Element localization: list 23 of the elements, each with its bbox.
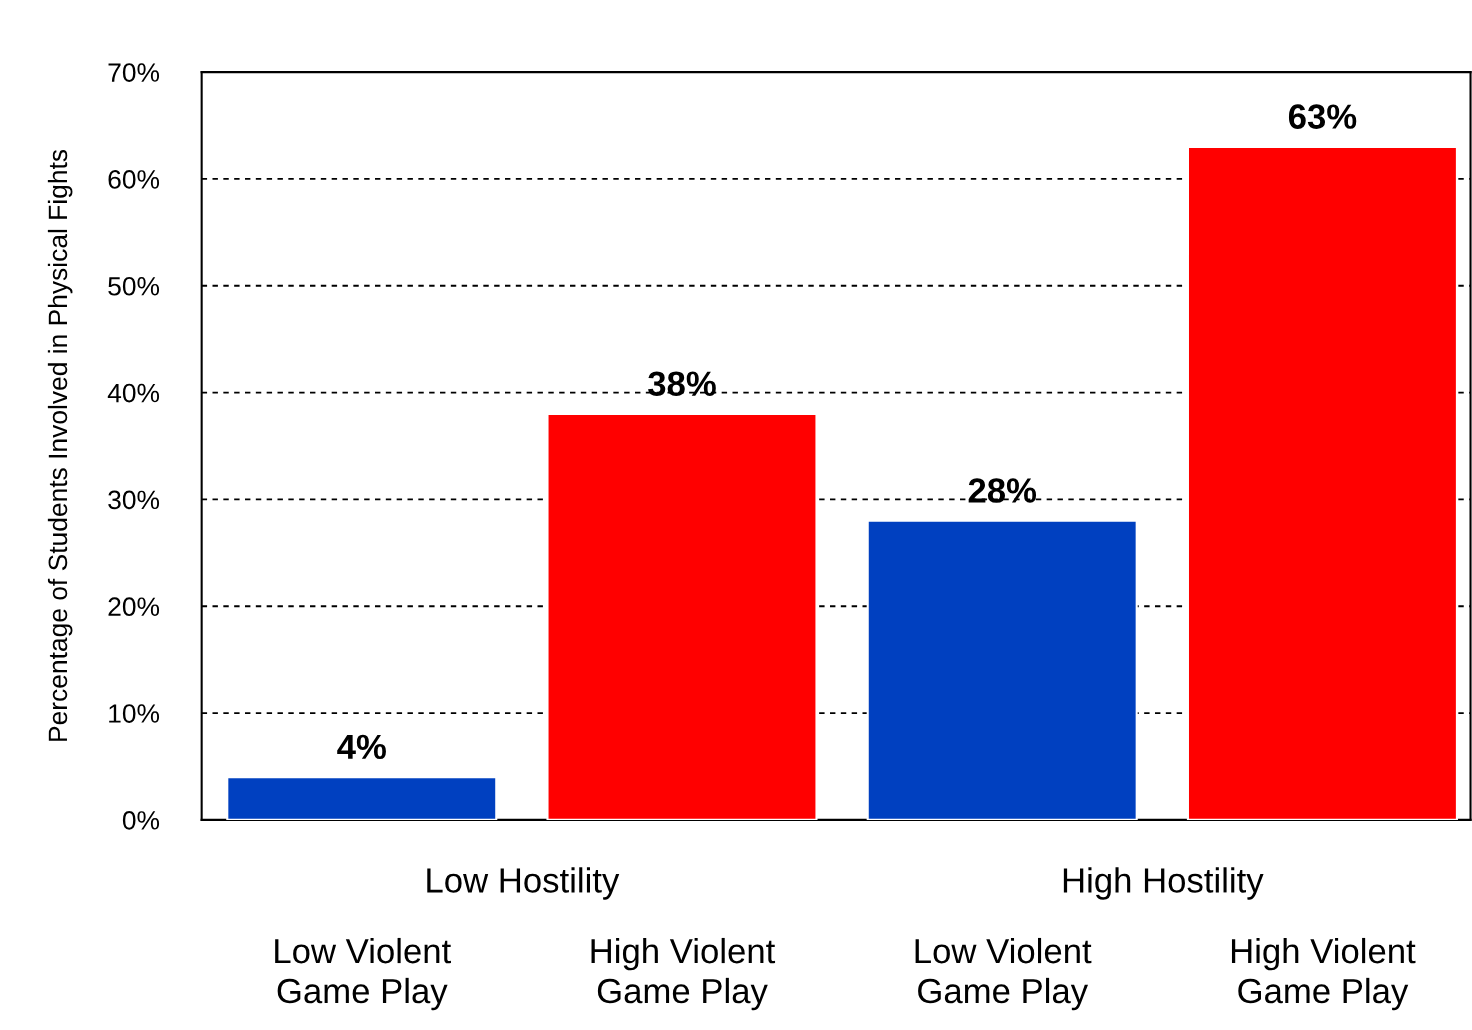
bar: [1186, 145, 1458, 820]
y-tick-label: 30%: [108, 490, 160, 510]
bar: [546, 412, 818, 820]
x-tick-label: Low Violent Game Play: [275, 937, 451, 1011]
bar: [866, 519, 1138, 820]
x-tick-label: High Violent Game Play: [591, 937, 776, 1011]
x-tick-label: Low Violent Game Play: [915, 937, 1092, 1011]
text: Low Hostility: [427, 867, 620, 900]
y-tick-label: 10%: [109, 704, 160, 723]
y-tick-label: 20%: [108, 597, 160, 617]
data-label: 63%: [1288, 104, 1357, 129]
data-label: 4%: [337, 734, 386, 760]
y-tick-label: 0%: [122, 811, 160, 830]
bar: [226, 776, 498, 820]
y-tick-label: 40%: [107, 383, 160, 403]
data-label: 38%: [648, 371, 716, 397]
data-label: 28%: [968, 478, 1037, 503]
y-tick-label: 70%: [108, 63, 160, 82]
y-axis-title: Percentage of Students Involved in Physical Fights: [47, 149, 73, 741]
y-tick-label: 60%: [108, 170, 160, 189]
x-tick-label: High Violent Game Play: [1231, 937, 1416, 1011]
y-tick-label: 50%: [108, 276, 160, 296]
text: High Hostility: [1063, 867, 1264, 900]
